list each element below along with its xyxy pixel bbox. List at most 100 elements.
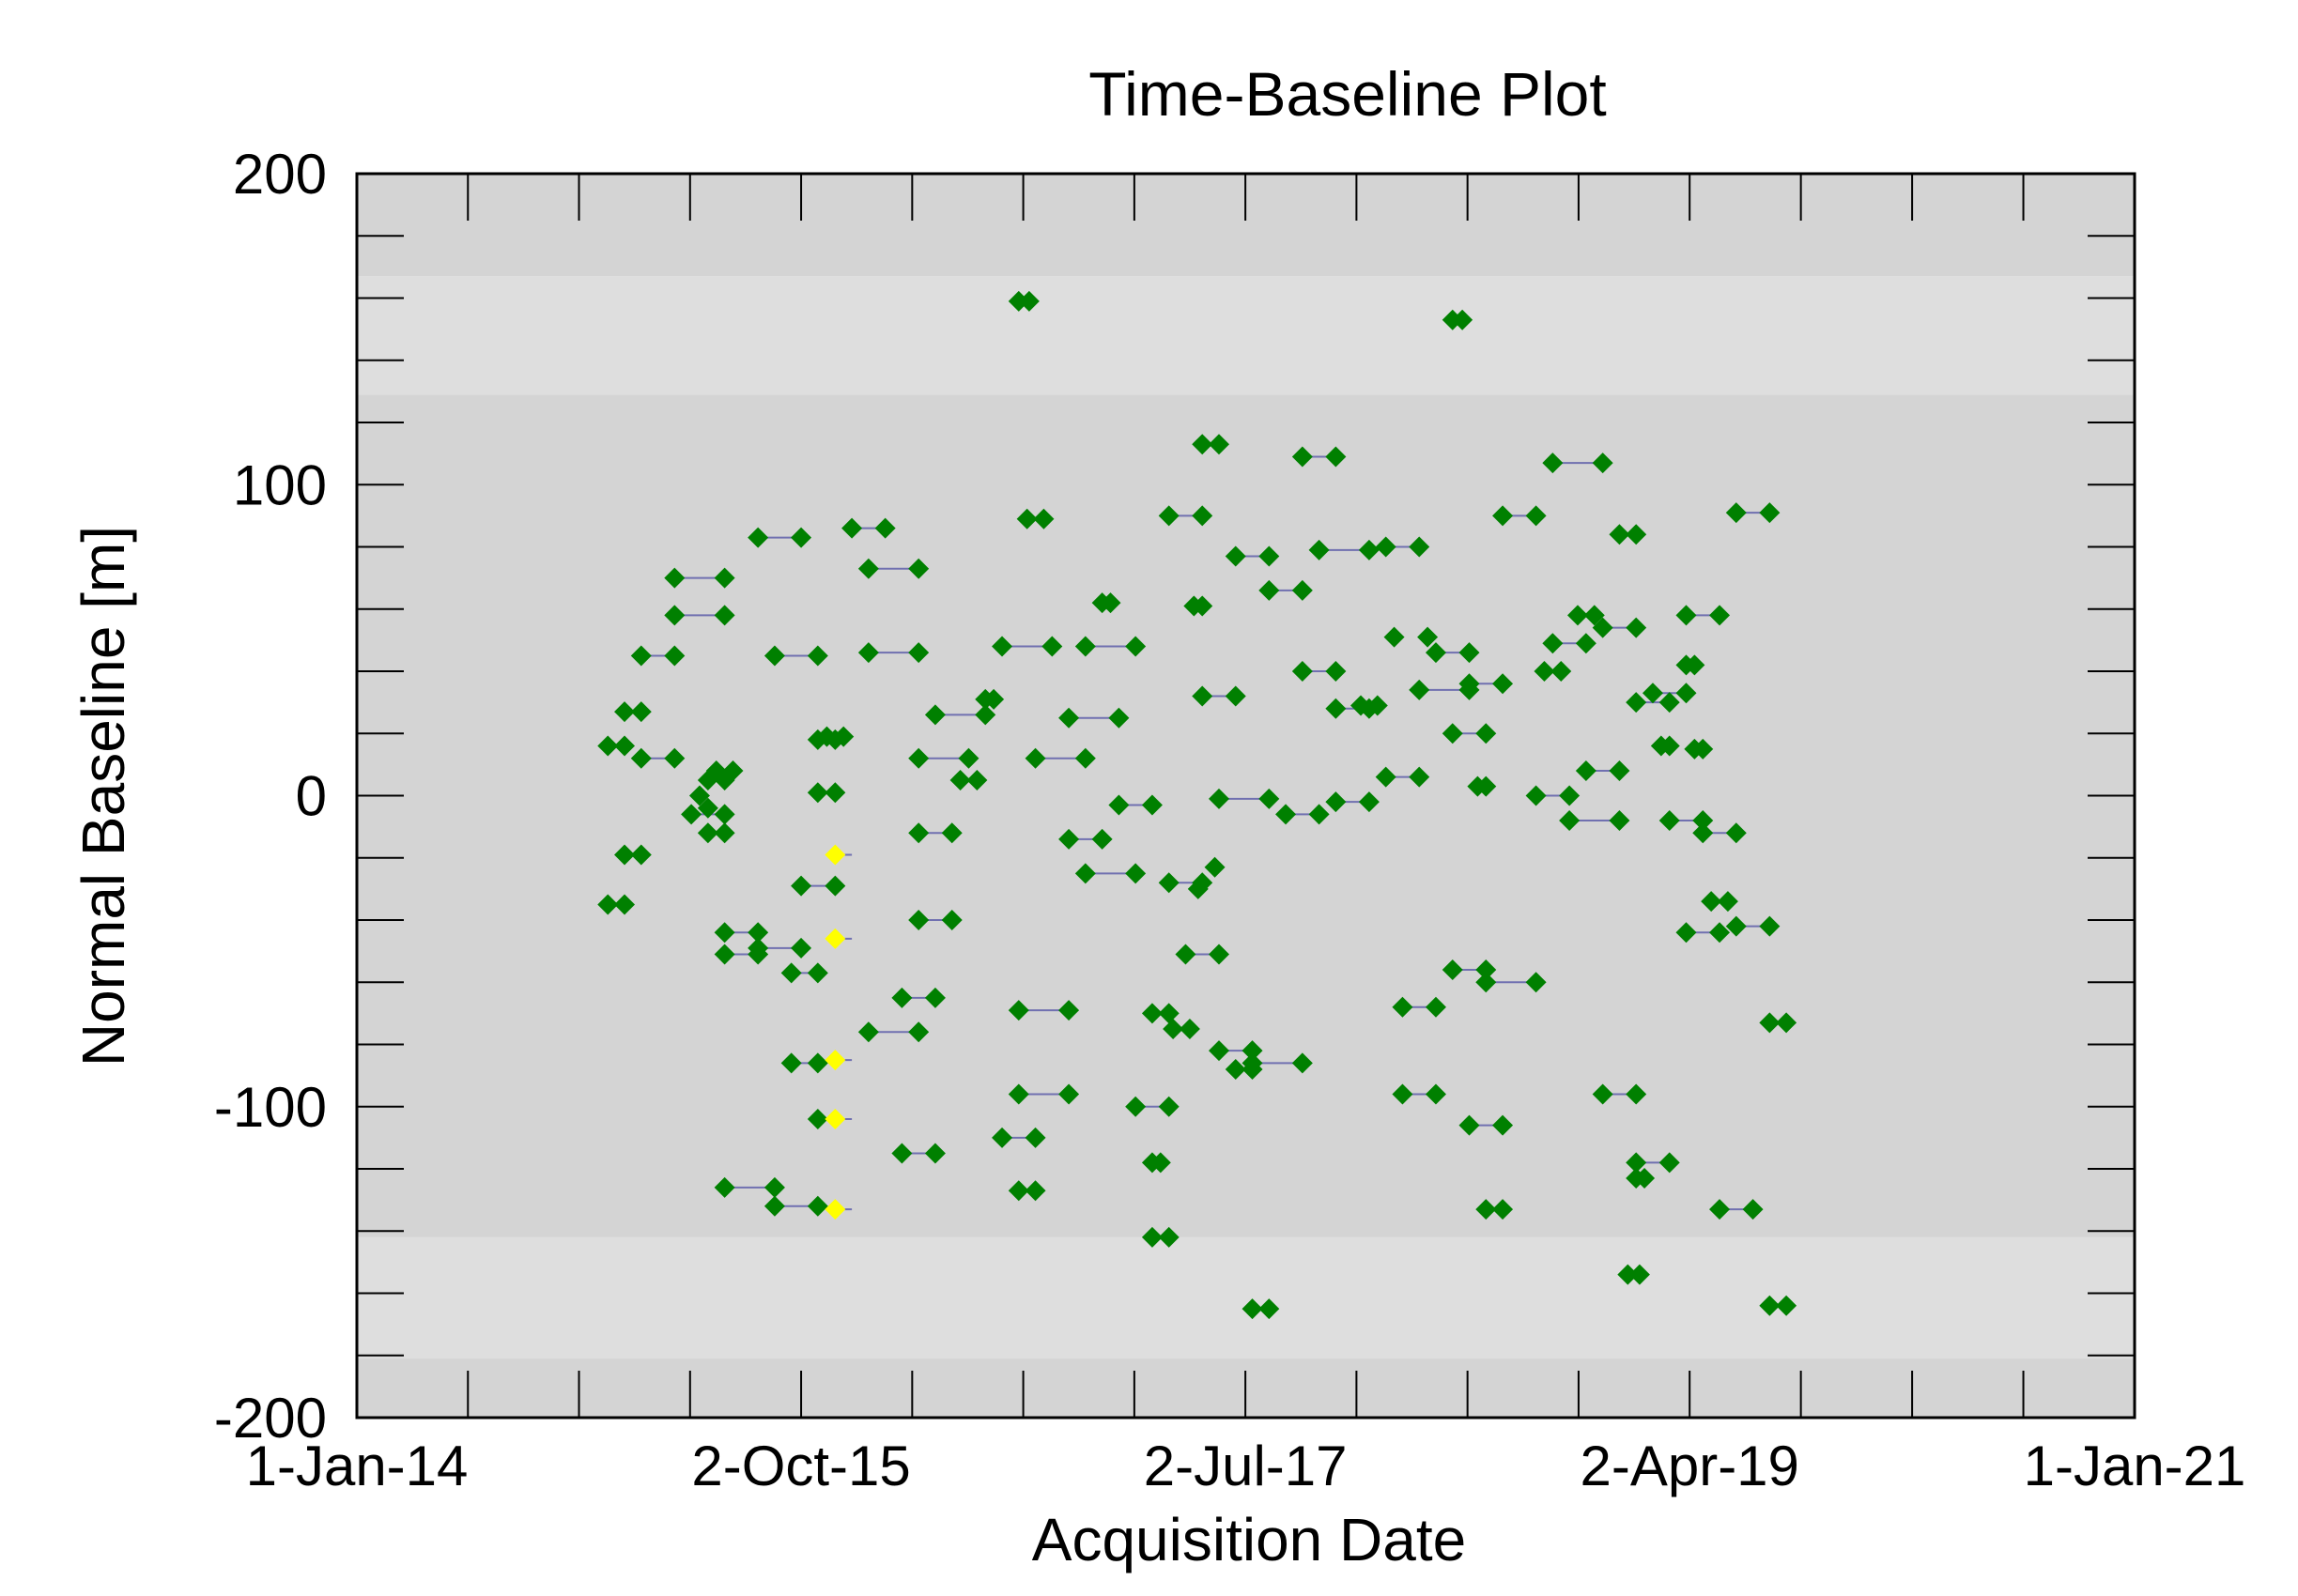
data-point bbox=[1175, 944, 1196, 965]
data-point bbox=[1692, 810, 1714, 831]
data-point bbox=[1525, 972, 1547, 993]
data-point bbox=[614, 701, 636, 723]
data-point bbox=[1417, 626, 1439, 648]
data-point bbox=[1100, 592, 1121, 614]
data-point bbox=[1225, 685, 1246, 707]
data-point bbox=[664, 605, 686, 626]
data-point bbox=[1442, 959, 1463, 980]
data-point bbox=[1242, 1298, 1263, 1320]
data-point bbox=[1492, 673, 1514, 695]
data-point bbox=[1475, 959, 1497, 980]
data-point bbox=[630, 701, 652, 723]
data-point bbox=[1709, 1199, 1731, 1220]
data-point bbox=[1208, 434, 1229, 455]
data-point bbox=[1141, 1003, 1163, 1024]
data-point bbox=[1492, 505, 1514, 527]
data-point bbox=[1609, 810, 1630, 831]
data-point bbox=[1701, 891, 1722, 913]
data-point bbox=[1291, 1052, 1313, 1074]
data-point bbox=[891, 1143, 913, 1164]
data-point bbox=[614, 735, 636, 757]
data-point bbox=[1242, 1040, 1263, 1062]
data-point bbox=[1492, 1199, 1514, 1220]
data-point bbox=[1559, 785, 1581, 806]
data-point bbox=[1008, 1180, 1029, 1202]
data-point bbox=[825, 782, 846, 804]
y-tick-label: -100 bbox=[214, 1076, 327, 1139]
data-point bbox=[1642, 683, 1663, 704]
data-point bbox=[1525, 505, 1547, 527]
data-point bbox=[1074, 747, 1096, 769]
data-point bbox=[697, 822, 718, 844]
data-point bbox=[807, 1109, 828, 1129]
data-point bbox=[807, 1052, 828, 1074]
data-point bbox=[1125, 863, 1147, 884]
data-point bbox=[1242, 1052, 1263, 1074]
data-point bbox=[1074, 863, 1096, 884]
background-band bbox=[357, 394, 2135, 1237]
data-point bbox=[841, 517, 863, 539]
data-point bbox=[1208, 1040, 1229, 1062]
data-point bbox=[1018, 290, 1040, 312]
x-tick-label: 2-Jul-17 bbox=[1144, 1435, 1348, 1497]
data-point bbox=[1692, 822, 1714, 844]
data-point bbox=[791, 527, 812, 548]
data-point bbox=[1225, 545, 1246, 567]
data-point bbox=[1291, 446, 1313, 468]
x-tick-label: 2-Apr-19 bbox=[1580, 1435, 1798, 1497]
data-point bbox=[791, 875, 812, 897]
data-point bbox=[1684, 654, 1705, 676]
data-point bbox=[1534, 661, 1555, 682]
data-point bbox=[825, 875, 846, 897]
data-point bbox=[1325, 661, 1347, 682]
data-point bbox=[1008, 290, 1029, 312]
data-point bbox=[1609, 524, 1630, 545]
data-point bbox=[1492, 1114, 1514, 1136]
data-point bbox=[1192, 595, 1213, 617]
data-point bbox=[1258, 545, 1280, 567]
data-point bbox=[614, 844, 636, 866]
data-point bbox=[763, 1195, 785, 1217]
data-point bbox=[1225, 1059, 1246, 1080]
plot-frame bbox=[355, 172, 2136, 1420]
data-point bbox=[1626, 692, 1647, 714]
y-tick-label: -200 bbox=[214, 1387, 327, 1450]
data-point bbox=[1658, 735, 1680, 757]
data-point bbox=[983, 688, 1005, 710]
data-point bbox=[908, 910, 930, 930]
data-point bbox=[1016, 508, 1038, 529]
data-point bbox=[1425, 1083, 1446, 1105]
data-point bbox=[1759, 915, 1781, 937]
data-point bbox=[1567, 605, 1589, 626]
data-point bbox=[1325, 446, 1347, 468]
data-point bbox=[1725, 915, 1747, 937]
background-band bbox=[357, 1236, 2135, 1359]
data-point bbox=[891, 987, 913, 1008]
data-point bbox=[1458, 642, 1480, 664]
data-point bbox=[791, 937, 812, 959]
data-point bbox=[908, 558, 930, 579]
data-points bbox=[597, 290, 1797, 1320]
x-tick-labels: 1-Jan-14 2-Oct-15 2-Jul-17 2-Apr-19 1-Jan-21 bbox=[246, 1435, 2246, 1497]
data-point bbox=[1058, 1000, 1080, 1021]
data-point bbox=[1575, 760, 1596, 781]
reference-point bbox=[825, 844, 846, 866]
data-point bbox=[1776, 1012, 1797, 1034]
data-point bbox=[714, 804, 735, 825]
data-point bbox=[857, 642, 879, 664]
data-point bbox=[1658, 1152, 1680, 1174]
data-point bbox=[1158, 1096, 1180, 1117]
data-point bbox=[1358, 539, 1380, 560]
y-axis-label: Normal Baseline [m] bbox=[69, 526, 137, 1067]
data-point bbox=[1717, 891, 1738, 913]
data-point bbox=[1725, 822, 1747, 844]
data-point bbox=[1163, 1018, 1184, 1039]
data-point bbox=[697, 797, 718, 819]
data-point bbox=[857, 1021, 879, 1043]
data-point bbox=[1475, 775, 1497, 797]
data-point bbox=[714, 605, 735, 626]
data-point bbox=[1392, 1083, 1413, 1105]
data-point bbox=[1158, 1226, 1180, 1248]
reference-point bbox=[825, 1199, 846, 1220]
data-point bbox=[807, 782, 828, 804]
